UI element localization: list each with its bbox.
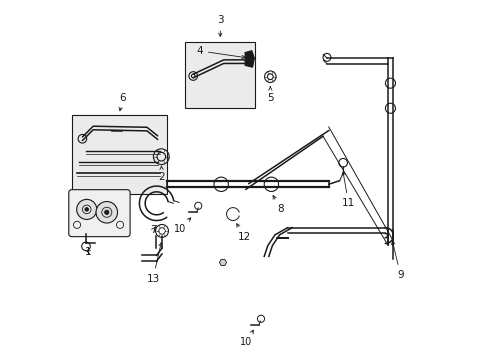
Polygon shape	[219, 259, 226, 266]
Bar	[185, 42, 255, 108]
FancyBboxPatch shape	[69, 190, 130, 237]
Text: 6: 6	[119, 93, 126, 111]
Text: 1: 1	[85, 247, 92, 257]
Text: 12: 12	[236, 224, 251, 242]
Text: 13: 13	[146, 243, 162, 284]
Text: 4: 4	[196, 46, 244, 59]
Polygon shape	[244, 51, 254, 67]
Text: 10: 10	[173, 218, 190, 234]
Circle shape	[85, 208, 88, 211]
Text: 5: 5	[266, 87, 273, 103]
Text: 8: 8	[273, 195, 283, 215]
Circle shape	[96, 202, 117, 223]
Text: 11: 11	[341, 172, 354, 208]
Circle shape	[77, 199, 97, 220]
Text: 9: 9	[391, 241, 403, 280]
Text: 10: 10	[240, 330, 253, 347]
Text: 2: 2	[159, 166, 165, 182]
Text: 3: 3	[217, 15, 223, 36]
Circle shape	[104, 210, 109, 215]
Bar	[72, 116, 166, 194]
Text: 7: 7	[149, 225, 156, 235]
